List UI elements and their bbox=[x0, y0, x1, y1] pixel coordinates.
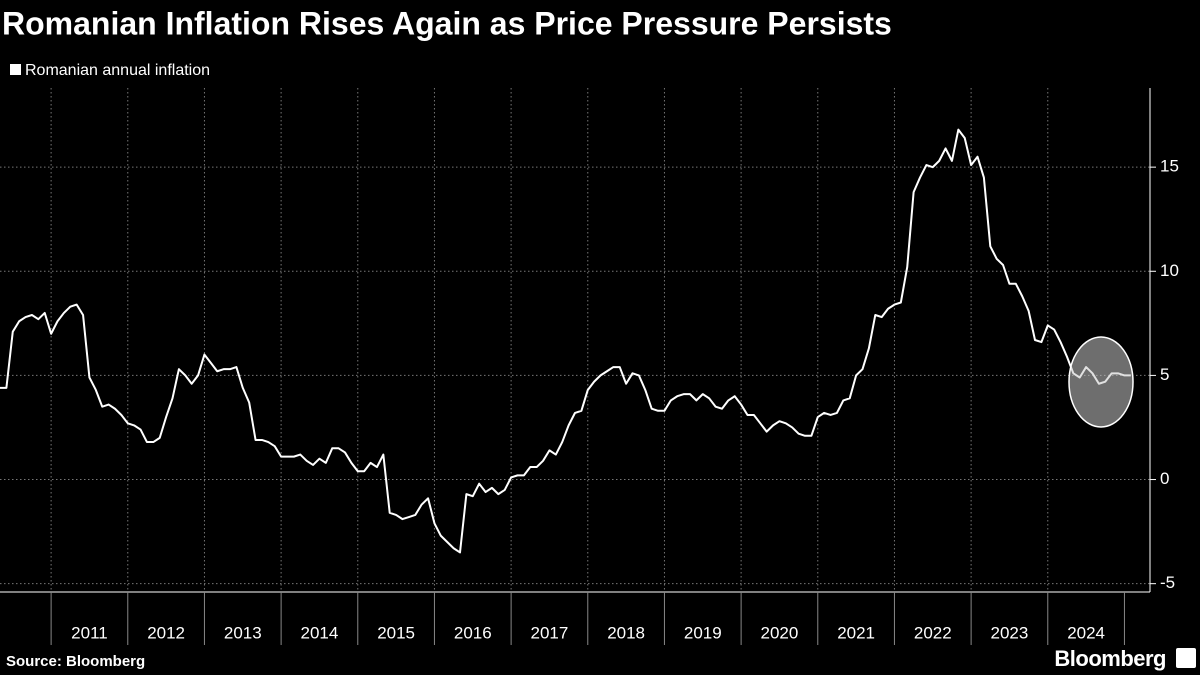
y-tick-label: -5 bbox=[1160, 573, 1175, 592]
x-tick-label: 2020 bbox=[761, 623, 799, 642]
y-tick-label: 0 bbox=[1160, 469, 1169, 488]
x-tick-label: 2022 bbox=[914, 623, 952, 642]
x-tick-label: 2011 bbox=[71, 623, 108, 642]
brand: Bloomberg bbox=[1054, 646, 1166, 671]
x-tick-label: 2014 bbox=[301, 623, 339, 642]
x-tick-label: 2015 bbox=[377, 623, 415, 642]
highlight-circle bbox=[1068, 336, 1134, 428]
y-tick-label: 10 bbox=[1160, 261, 1179, 280]
x-tick-label: 2024 bbox=[1067, 623, 1105, 642]
chart-title: Romanian Inflation Rises Again as Price … bbox=[2, 5, 892, 41]
legend-label: Romanian annual inflation bbox=[25, 62, 210, 79]
x-tick-label: 2018 bbox=[607, 623, 645, 642]
y-tick-label: 15 bbox=[1160, 157, 1179, 176]
x-tick-label: 2016 bbox=[454, 623, 492, 642]
x-tick-label: 2023 bbox=[991, 623, 1029, 642]
y-tick-label: 5 bbox=[1160, 365, 1169, 384]
legend-swatch bbox=[10, 64, 21, 75]
x-tick-label: 2013 bbox=[224, 623, 262, 642]
x-tick-label: 2019 bbox=[684, 623, 722, 642]
x-tick-label: 2012 bbox=[147, 623, 185, 642]
line bbox=[0, 128, 1131, 554]
x-tick-label: 2017 bbox=[531, 623, 569, 642]
x-tick-label: 2021 bbox=[837, 623, 875, 642]
source: Source: Bloomberg bbox=[6, 653, 145, 670]
brand-icon bbox=[1176, 648, 1196, 668]
plot: -5 0 5 10 15 2011 2012 2013 2014 2015 2016 2017 2018… bbox=[0, 88, 1179, 645]
